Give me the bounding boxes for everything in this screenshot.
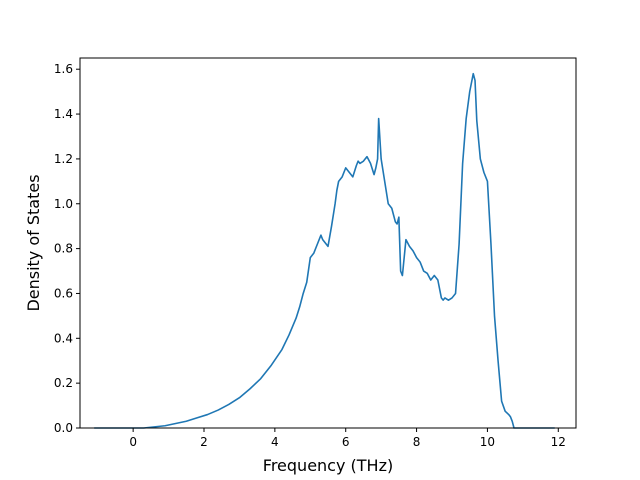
y-axis-label: Density of States (24, 174, 43, 311)
y-tick-label: 0.0 (54, 421, 73, 435)
x-axis-label: Frequency (THz) (263, 456, 393, 475)
x-tick-label: 2 (200, 435, 208, 449)
y-tick-label: 0.4 (54, 331, 73, 345)
x-tick-label: 0 (129, 435, 137, 449)
y-axis-ticks: 0.0 0.2 0.4 0.6 0.8 1.0 1.2 1.4 1.6 (54, 62, 80, 435)
y-tick-label: 0.8 (54, 242, 73, 256)
x-tick-label: 10 (480, 435, 495, 449)
series-line-0 (94, 72, 555, 429)
plot-area (94, 72, 555, 429)
axes-frame (79, 57, 577, 429)
y-tick-label: 1.2 (54, 152, 73, 166)
x-tick-label: 4 (271, 435, 279, 449)
y-tick-label: 1.0 (54, 197, 73, 211)
y-tick-label: 0.2 (54, 376, 73, 390)
x-tick-label: 6 (342, 435, 350, 449)
x-tick-label: 8 (413, 435, 421, 449)
y-tick-label: 1.4 (54, 107, 73, 121)
y-tick-label: 0.6 (54, 286, 73, 300)
x-tick-label: 12 (551, 435, 566, 449)
x-axis-ticks: 0 2 4 6 8 10 12 (129, 428, 566, 449)
y-tick-label: 1.6 (54, 62, 73, 76)
